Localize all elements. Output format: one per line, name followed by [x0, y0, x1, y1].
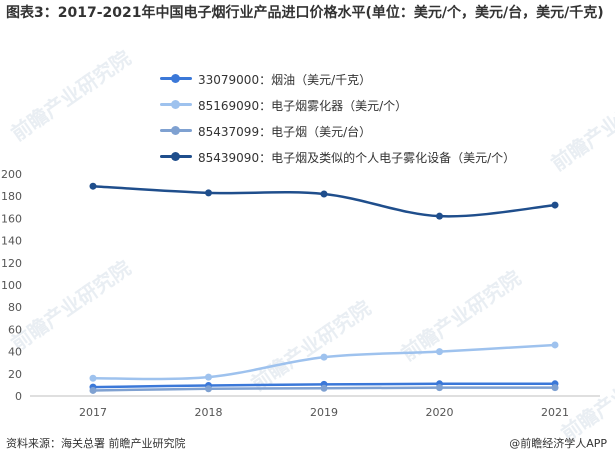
data-point	[89, 374, 97, 382]
source-note: 资料来源：海关总署 前瞻产业研究院	[6, 437, 186, 450]
data-point	[205, 189, 212, 197]
series-line-1	[92, 343, 556, 381]
y-tick-label: 20	[8, 368, 22, 381]
data-point	[320, 190, 328, 198]
legend-label: 85439090：电子烟及类似的个人电子雾化设备（美元/个）	[198, 150, 516, 165]
chart-title: 图表3：2017-2021年中国电子烟行业产品进口价格水平(单位：美元/个，美元…	[6, 5, 604, 21]
data-point	[551, 341, 559, 349]
legend-label: 33079000：烟油（美元/千克）	[198, 72, 372, 87]
data-point	[320, 384, 328, 392]
y-tick-label: 160	[1, 212, 22, 225]
data-point	[436, 348, 443, 356]
legend-label: 85437099：电子烟（美元/台）	[198, 124, 372, 139]
y-tick-label: 0	[15, 390, 22, 403]
legend-swatch-dot	[171, 74, 180, 83]
y-tick-label: 80	[8, 301, 22, 314]
legend-item: 85437099：电子烟（美元/台）	[160, 118, 610, 144]
x-tick-label: 2020	[426, 406, 454, 419]
data-point	[551, 384, 559, 392]
data-point	[436, 212, 443, 220]
y-tick-label: 200	[1, 168, 22, 181]
data-point	[551, 201, 559, 209]
x-tick-label: 2017	[79, 406, 107, 419]
y-tick-label: 60	[8, 323, 22, 336]
y-tick-label: 180	[1, 190, 22, 203]
legend-label: 85169090：电子烟雾化器（美元/个）	[198, 98, 408, 113]
legend-item: 85439090：电子烟及类似的个人电子雾化设备（美元/个）	[160, 144, 610, 170]
x-tick-label: 2018	[195, 406, 223, 419]
x-tick-label: 2019	[310, 406, 338, 419]
data-point	[89, 182, 97, 190]
chart-legend: 33079000：烟油（美元/千克） 85169090：电子烟雾化器（美元/个）…	[160, 66, 610, 170]
data-point	[89, 386, 97, 394]
data-point	[436, 384, 443, 392]
legend-item: 33079000：烟油（美元/千克）	[160, 66, 610, 92]
data-point	[205, 373, 212, 381]
data-point	[320, 353, 328, 361]
brand-credit: @前瞻经济学人APP	[509, 437, 607, 450]
data-point	[205, 385, 212, 393]
legend-swatch-dot	[171, 126, 180, 135]
legend-item: 85169090：电子烟雾化器（美元/个）	[160, 92, 610, 118]
legend-swatch-dot	[171, 100, 180, 109]
y-tick-label: 100	[1, 279, 22, 292]
y-tick-label: 120	[1, 257, 22, 270]
y-tick-label: 40	[8, 346, 22, 359]
legend-swatch-dot	[171, 152, 180, 161]
x-tick-label: 2021	[541, 406, 569, 419]
y-tick-label: 140	[1, 235, 22, 248]
